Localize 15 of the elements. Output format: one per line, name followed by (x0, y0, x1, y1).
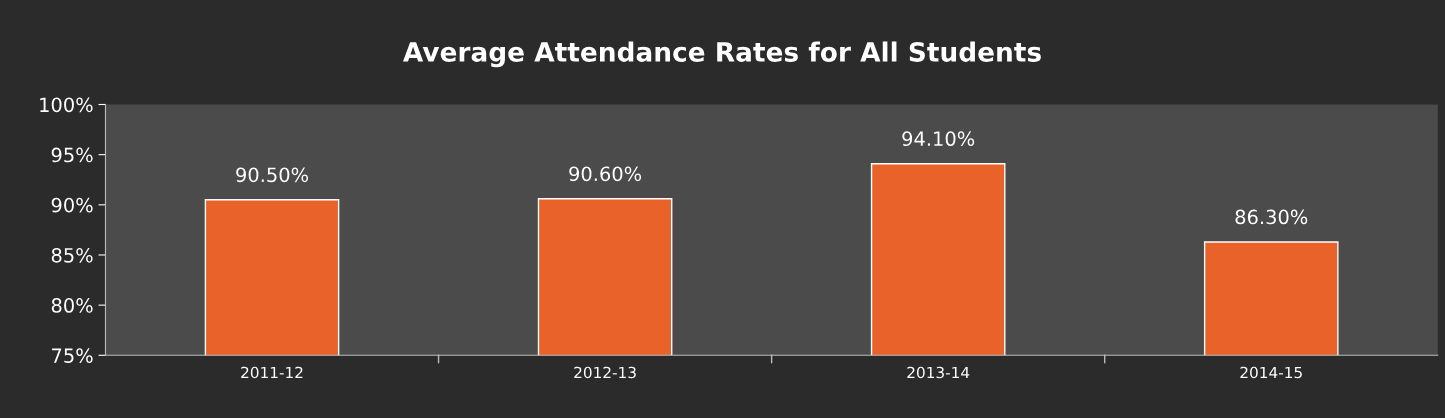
chart-title: Average Attendance Rates for All Students (403, 41, 1041, 68)
y-tick-label: 75% (52, 348, 93, 363)
data-label: 90.50% (236, 167, 309, 183)
y-tick-label: 85% (51, 247, 93, 263)
x-tick-label: 2011-12 (241, 366, 303, 379)
data-label: 86.30% (1235, 209, 1308, 225)
y-tick-label: 95% (51, 147, 93, 163)
x-tick-label: 2014-15 (1240, 366, 1302, 379)
data-label: 90.60% (569, 166, 642, 182)
x-tick-label: 2012-13 (574, 366, 636, 379)
y-tick-label: 80% (51, 298, 93, 313)
y-tick-label: 90% (51, 197, 93, 213)
x-tick-label: 2013-14 (907, 366, 970, 379)
y-tick-label: 100% (40, 97, 93, 113)
data-label: 94.10% (902, 131, 975, 147)
